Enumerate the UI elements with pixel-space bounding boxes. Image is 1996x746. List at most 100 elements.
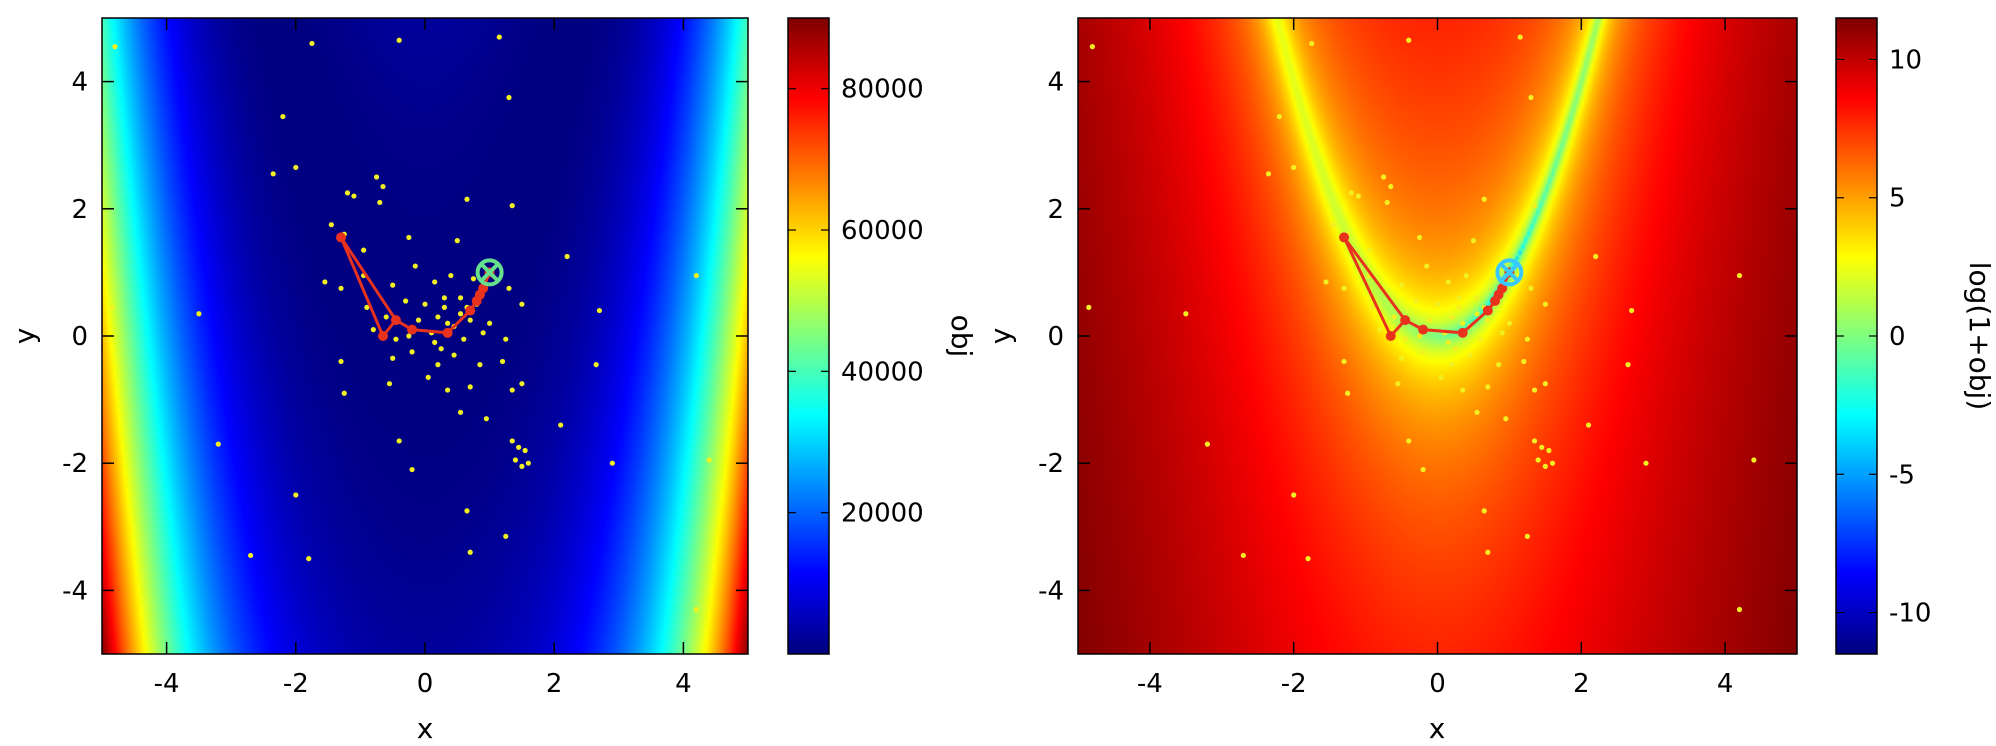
sample-point	[1524, 336, 1530, 342]
sample-point	[609, 460, 615, 466]
sample-point	[496, 34, 502, 40]
sample-point	[1488, 276, 1495, 282]
sample-point	[247, 552, 254, 559]
y-tick-label: -4	[1038, 576, 1064, 606]
sample-point	[1467, 352, 1473, 358]
sample-point	[1380, 174, 1387, 180]
y-tick-label: -2	[1038, 449, 1064, 479]
sample-point	[1183, 311, 1189, 317]
sample-point	[1625, 362, 1631, 368]
sample-point	[509, 387, 515, 393]
sample-point	[1463, 272, 1469, 279]
x-tick-label: 0	[417, 669, 434, 699]
sample-point	[470, 276, 477, 282]
optimizer-path-point	[1400, 315, 1411, 326]
sample-point	[1276, 113, 1282, 120]
sample-point	[1291, 164, 1297, 171]
colorbar-tick-label: 5	[1889, 184, 1906, 214]
sample-point	[1395, 381, 1401, 387]
sample-point	[370, 327, 376, 333]
sample-point	[1309, 40, 1315, 47]
right-y-ticks: -4 -2 0 2 4	[1038, 68, 1797, 606]
sample-point	[293, 164, 299, 171]
sample-point	[1323, 279, 1329, 285]
sample-point	[1528, 285, 1534, 291]
sample-point	[467, 384, 473, 390]
sample-point	[1265, 171, 1272, 177]
sample-point	[351, 193, 357, 199]
sample-point	[506, 285, 512, 291]
sample-point	[280, 113, 286, 120]
x-tick-label: -4	[154, 669, 180, 699]
sample-point	[1377, 327, 1383, 333]
sample-point	[477, 362, 483, 368]
sample-point	[503, 533, 509, 539]
sample-point	[445, 387, 451, 393]
sample-point	[196, 311, 202, 317]
sample-point	[1531, 387, 1538, 393]
sample-point	[1546, 447, 1552, 454]
sample-point	[512, 457, 519, 463]
sample-point	[464, 508, 470, 514]
sample-point	[454, 238, 460, 244]
sample-point	[1449, 362, 1455, 368]
sample-point	[373, 174, 380, 180]
sample-point	[1240, 552, 1246, 559]
sample-point	[483, 416, 489, 422]
x-tick-label: 4	[675, 669, 692, 699]
sample-point	[1438, 374, 1444, 380]
optimizer-path-branch	[1342, 236, 1407, 321]
sample-point	[1427, 317, 1433, 323]
optimum-marker-ring	[475, 258, 504, 287]
colorbar-tick-label: -10	[1889, 599, 1931, 629]
sample-point	[361, 247, 367, 253]
sample-point	[1736, 606, 1743, 613]
sample-point	[403, 298, 409, 304]
sample-point	[1485, 384, 1491, 390]
sample-point	[393, 336, 399, 342]
sample-point	[328, 222, 334, 228]
optimum-marker-cross-b	[1499, 262, 1519, 282]
x-tick-label: -2	[283, 669, 309, 699]
sample-point	[1445, 339, 1451, 345]
sample-point	[1406, 438, 1412, 444]
sample-point	[441, 295, 447, 301]
y-tick-label: 0	[71, 322, 88, 352]
sample-point	[464, 196, 470, 202]
sample-point	[1330, 222, 1336, 228]
sample-point	[1499, 330, 1505, 336]
x-tick-label: -2	[1281, 669, 1307, 699]
sample-point	[406, 333, 412, 339]
sample-point	[1416, 333, 1423, 339]
sample-point	[1366, 247, 1372, 253]
sample-point	[457, 311, 464, 317]
sample-point	[435, 362, 441, 368]
sample-point	[383, 314, 389, 320]
sample-point	[480, 330, 486, 336]
optimizer-path-point	[1418, 324, 1429, 335]
sample-point	[425, 374, 431, 380]
sample-point	[396, 37, 402, 43]
sample-point	[1478, 336, 1484, 342]
colorbar-tick-label: 0	[1889, 322, 1906, 352]
sample-point	[451, 352, 457, 358]
sample-point	[1474, 409, 1480, 415]
sample-point	[1539, 444, 1545, 450]
sample-point	[1420, 466, 1426, 473]
sample-point	[1413, 298, 1419, 304]
sample-point	[1434, 301, 1441, 307]
optimizer-path-point	[1457, 327, 1468, 338]
left-y-ticks: -4 -2 0 2 4	[62, 68, 748, 606]
sample-point	[1542, 301, 1548, 307]
sample-point	[1402, 336, 1408, 342]
sample-point	[270, 171, 276, 177]
sample-point	[1291, 492, 1297, 498]
sample-point	[432, 279, 438, 285]
sample-point	[1485, 549, 1491, 555]
sample-point	[309, 40, 315, 47]
y-tick-label: -4	[62, 576, 88, 606]
sample-point	[441, 304, 447, 310]
sample-point	[215, 441, 221, 447]
sample-point	[457, 409, 464, 415]
sample-point	[1370, 304, 1376, 310]
